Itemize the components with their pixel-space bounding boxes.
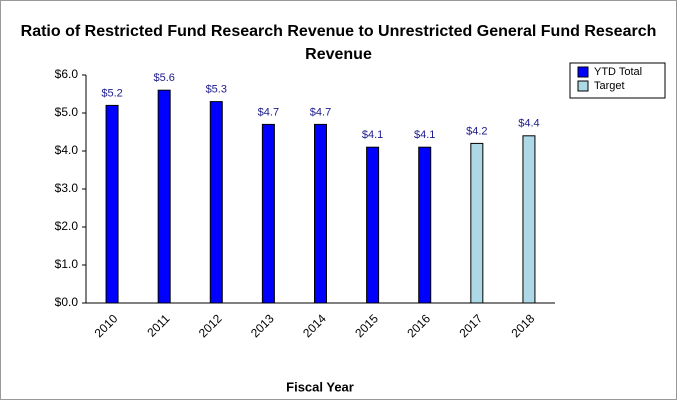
y-tick-label: $0.0: [55, 295, 79, 309]
data-label: $5.6: [153, 72, 174, 84]
data-label: $5.2: [101, 87, 122, 99]
x-tick-label: 2016: [404, 311, 433, 340]
x-tick-label: 2018: [509, 311, 538, 340]
legend-swatch: [577, 66, 589, 78]
bar: [418, 146, 432, 304]
legend-swatch: [577, 80, 589, 92]
data-label: $4.4: [518, 118, 539, 130]
legend-label: Target: [594, 80, 625, 92]
y-tick-label: $3.0: [55, 181, 79, 195]
x-tick-label: 2011: [144, 311, 172, 339]
data-label: $5.3: [206, 84, 227, 96]
x-tick-label: 2013: [248, 311, 277, 340]
y-tick-label: $4.0: [55, 143, 79, 157]
bar: [470, 142, 484, 304]
chart-title: Ratio of Restricted Fund Research Revenu…: [20, 23, 657, 63]
x-tick-label: 2014: [300, 311, 329, 340]
bar: [157, 89, 171, 304]
bar: [314, 123, 327, 304]
x-axis-label: Fiscal Year: [286, 379, 354, 394]
bar: [366, 146, 380, 304]
data-label: $4.7: [258, 106, 279, 118]
x-tick-label: 2017: [456, 311, 485, 340]
data-label: $4.1: [414, 129, 435, 141]
y-tick-label: $5.0: [55, 105, 79, 119]
bar: [209, 101, 223, 304]
data-label: $4.2: [466, 125, 487, 137]
x-tick-label: 2012: [196, 311, 225, 340]
bar: [261, 123, 275, 304]
x-tick-label: 2015: [352, 311, 381, 340]
y-tick-label: $2.0: [55, 219, 79, 233]
x-tick-label: 2010: [92, 311, 121, 340]
bar: [522, 135, 536, 304]
legend-label: YTD Total: [594, 66, 642, 78]
data-label: $4.1: [362, 129, 383, 141]
y-tick-label: $6.0: [55, 67, 79, 81]
y-tick-label: $1.0: [55, 257, 79, 271]
data-label: $4.7: [310, 106, 331, 118]
bar: [105, 104, 119, 304]
